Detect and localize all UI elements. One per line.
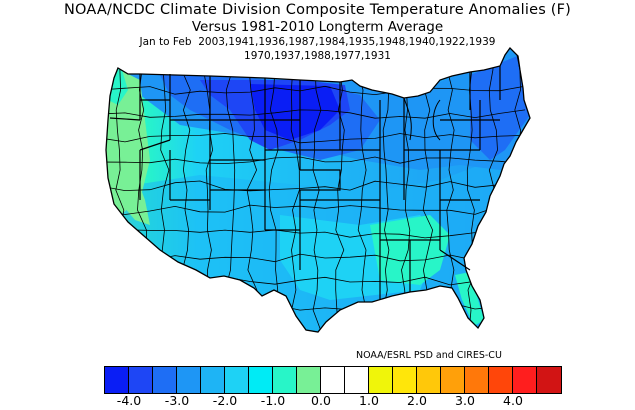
legend-swatch-17 — [513, 367, 537, 393]
legend-swatch-6 — [249, 367, 273, 393]
division-line — [106, 229, 526, 239]
state-boundaries — [109, 66, 501, 300]
division-line — [379, 49, 390, 331]
color-legend — [104, 366, 562, 394]
legend-tick-label: 3.0 — [455, 393, 475, 408]
legend-swatch-7 — [273, 367, 297, 393]
division-line — [106, 85, 526, 96]
legend-tick-label: -1.0 — [260, 393, 286, 408]
legend-swatch-0 — [105, 367, 129, 393]
legend-swatch-9 — [321, 367, 345, 393]
period-years-line: Jan to Feb 2003,1941,1936,1987,1984,1935… — [0, 36, 635, 49]
legend-tick-label: 2.0 — [407, 393, 427, 408]
period-label: Jan to Feb — [139, 36, 192, 48]
map-title: NOAA/NCDC Climate Division Composite Tem… — [63, 2, 572, 18]
division-line — [106, 109, 526, 119]
legend-swatch-16 — [489, 367, 513, 393]
legend-swatch-13 — [417, 367, 441, 393]
division-line — [422, 49, 434, 331]
legend-tick-label: 1.0 — [359, 393, 379, 408]
northeast-field — [470, 55, 530, 160]
legend-tick-label: -2.0 — [212, 393, 238, 408]
legend-swatch-1 — [129, 367, 153, 393]
legend-swatch-10 — [345, 367, 369, 393]
legend-tick-label: 4.0 — [503, 393, 523, 408]
legend-tick-label: -4.0 — [116, 393, 142, 408]
legend-swatch-18 — [537, 367, 561, 393]
division-line — [106, 133, 526, 144]
title-block: NOAA/NCDC Climate Division Composite Tem… — [0, 2, 635, 63]
legend-swatch-12 — [393, 367, 417, 393]
legend-swatch-4 — [201, 367, 225, 393]
legend-swatch-3 — [177, 367, 201, 393]
legend-swatch-8 — [297, 367, 321, 393]
legend-swatch-2 — [153, 367, 177, 393]
us-outline — [105, 46, 531, 333]
division-line — [356, 49, 367, 331]
division-line — [106, 180, 526, 192]
legend-swatch-15 — [465, 367, 489, 393]
map-subtitle: Versus 1981-2010 Longterm Average — [191, 19, 444, 35]
years-list-1: 2003,1941,1936,1987,1984,1935,1948,1940,… — [198, 36, 496, 48]
legend-swatch-14 — [441, 367, 465, 393]
division-line — [106, 156, 526, 165]
division-line — [106, 204, 526, 215]
legend-tick-label: -3.0 — [164, 393, 190, 408]
legend-swatch-11 — [369, 367, 393, 393]
years-list-2: 1970,1937,1988,1977,1931 — [244, 50, 391, 62]
legend-swatch-5 — [225, 367, 249, 393]
legend-tick-label: 0.0 — [311, 393, 331, 408]
division-line — [445, 49, 455, 331]
credit-text: NOAA/ESRL PSD and CIRES-CU — [356, 350, 502, 361]
